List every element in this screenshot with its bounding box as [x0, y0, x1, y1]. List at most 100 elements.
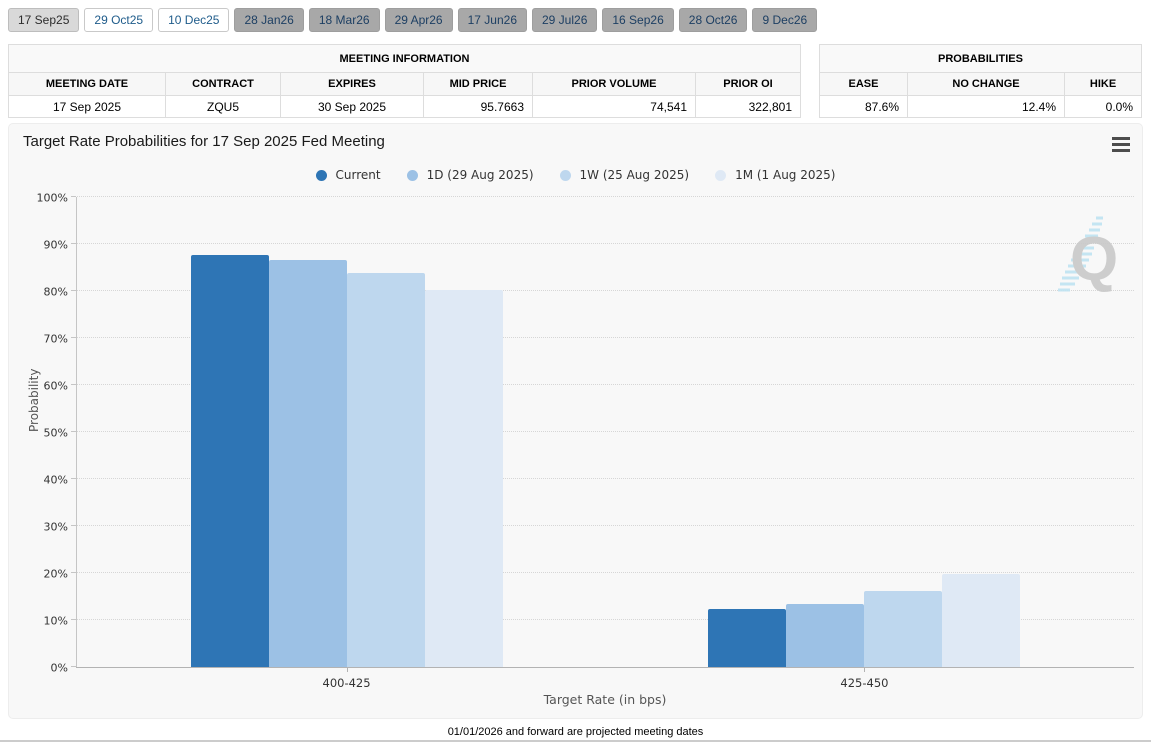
column-header-meeting-date: MEETING DATE: [8, 72, 166, 96]
y-axis-tick: [71, 431, 76, 432]
grid-line: [77, 337, 1134, 338]
tab-29-apr26[interactable]: 29 Apr26: [384, 8, 453, 32]
y-axis-tick: [71, 196, 76, 197]
legend-label: 1W (25 Aug 2025): [579, 168, 690, 182]
svg-text:Q: Q: [1070, 225, 1118, 294]
bar-group-400-425: [190, 255, 503, 667]
meeting-date-tabs: 17 Sep25 29 Oct25 10 Dec25 28 Jan26 18 Mar26…: [0, 0, 1151, 32]
y-axis-tick: [71, 337, 76, 338]
grid-line: [77, 243, 1134, 244]
bar-1d-29-aug-2025-425-450[interactable]: [786, 603, 865, 667]
y-tick-label: 80%: [43, 285, 68, 298]
y-tick-label: 0%: [50, 661, 68, 674]
chart-legend: Current 1D (29 Aug 2025) 1W (25 Aug 2025) 1…: [9, 168, 1142, 182]
grid-line: [77, 431, 1134, 432]
column-header-no-change: NO CHANGE: [907, 72, 1065, 96]
grid-line: [77, 525, 1134, 526]
y-tick-label: 20%: [43, 567, 68, 580]
y-axis-tick: [71, 290, 76, 291]
y-tick-label: 50%: [43, 426, 68, 439]
value-expires: 30 Sep 2025: [280, 95, 424, 118]
y-axis-tick: [71, 666, 76, 667]
y-tick-label: 40%: [43, 473, 68, 486]
meeting-information-table: MEETING INFORMATION MEETING DATE CONTRACT…: [8, 44, 801, 118]
tab-17-jun26[interactable]: 17 Jun26: [457, 8, 527, 32]
value-contract: ZQU5: [165, 95, 281, 118]
tab-17-sep25[interactable]: 17 Sep25: [8, 8, 80, 32]
grid-line: [77, 478, 1134, 479]
y-axis-tick: [71, 243, 76, 244]
legend-item-1w-25-aug-2025[interactable]: 1W (25 Aug 2025): [559, 168, 690, 182]
tab-10-dec25[interactable]: 10 Dec25: [158, 8, 230, 32]
y-tick-label: 60%: [43, 379, 68, 392]
column-header-hike: HIKE: [1063, 72, 1143, 96]
tab-16-sep26[interactable]: 16 Sep26: [602, 8, 674, 32]
column-header-expires: EXPIRES: [280, 72, 424, 96]
meeting-information-header-row: MEETING DATE CONTRACT EXPIRES MID PRICE PRIO…: [8, 72, 801, 96]
x-category-label: 425-450: [840, 676, 889, 690]
value-prior-oi: 322,801: [695, 95, 801, 118]
x-category-label: 400-425: [322, 676, 371, 690]
summary-tables: MEETING INFORMATION MEETING DATE CONTRACT…: [8, 44, 1143, 118]
chart-menu-button[interactable]: [1106, 134, 1130, 154]
bar-1d-29-aug-2025-400-425[interactable]: [268, 260, 347, 667]
column-header-prior-oi: PRIOR OI: [695, 72, 801, 96]
y-tick-label: 100%: [36, 191, 68, 204]
x-axis-title: Target Rate (in bps): [543, 692, 667, 707]
y-tick-label: 90%: [43, 238, 68, 251]
bar-current-425-450[interactable]: [708, 608, 787, 667]
value-ease: 87.6%: [819, 95, 908, 118]
tab-18-mar26[interactable]: 18 Mar26: [308, 8, 380, 32]
bar-current-400-425[interactable]: [190, 255, 269, 667]
bar-1m-1-aug-2025-400-425[interactable]: [424, 289, 503, 667]
value-no-change: 12.4%: [907, 95, 1065, 118]
grid-line: [77, 290, 1134, 291]
legend-label: 1D (29 Aug 2025): [426, 168, 534, 182]
probabilities-value-row: 87.6% 12.4% 0.0%: [819, 95, 1143, 118]
tab-29-oct25[interactable]: 29 Oct25: [84, 8, 154, 32]
bar-1w-25-aug-2025-425-450[interactable]: [864, 590, 943, 667]
probabilities-table: PROBABILITIES EASE NO CHANGE HIKE 87.6% 12.…: [818, 44, 1143, 118]
chart-title: Target Rate Probabilities for 17 Sep 202…: [23, 133, 385, 150]
quikstrike-watermark-icon: Q: [1058, 216, 1118, 294]
bar-1m-1-aug-2025-425-450[interactable]: [942, 574, 1021, 667]
grid-line: [77, 572, 1134, 573]
y-axis-tick: [71, 478, 76, 479]
grid-line: [77, 196, 1134, 197]
y-tick-label: 70%: [43, 332, 68, 345]
plot-area: 0% 10% 20% 30% 40% 50% 60% 70% 80% 90% 100% 400-425…: [37, 191, 1134, 690]
value-prior-volume: 74,541: [532, 95, 696, 118]
x-axis-line: [76, 667, 1134, 668]
grid-line: [77, 384, 1134, 385]
value-meeting-date: 17 Sep 2025: [8, 95, 166, 118]
column-header-ease: EASE: [819, 72, 908, 96]
x-axis-tick: [864, 667, 866, 672]
legend-item-current[interactable]: Current: [315, 168, 381, 182]
value-mid-price: 95.7663: [423, 95, 533, 118]
legend-item-1m-1-aug-2025[interactable]: 1M (1 Aug 2025): [715, 168, 835, 182]
legend-item-1d-29-aug-2025[interactable]: 1D (29 Aug 2025): [406, 168, 534, 182]
column-header-mid-price: MID PRICE: [423, 72, 533, 96]
tab-9-dec26[interactable]: 9 Dec26: [752, 8, 818, 32]
bottom-divider: [0, 740, 1151, 742]
meeting-information-value-row: 17 Sep 2025 ZQU5 30 Sep 2025 95.7663 74,541 3…: [8, 95, 801, 118]
value-hike: 0.0%: [1063, 95, 1143, 118]
tab-28-jan26[interactable]: 28 Jan26: [234, 8, 304, 32]
tab-29-jul26[interactable]: 29 Jul26: [532, 8, 598, 32]
y-tick-label: 10%: [43, 614, 68, 627]
tab-28-oct26[interactable]: 28 Oct26: [678, 8, 748, 32]
chart-card: Target Rate Probabilities for 17 Sep 202…: [8, 123, 1143, 719]
bar-1w-25-aug-2025-400-425[interactable]: [346, 273, 425, 667]
legend-dot-icon: [406, 169, 418, 181]
meeting-information-title: MEETING INFORMATION: [8, 44, 801, 73]
x-axis-tick: [346, 667, 348, 672]
y-tick-label: 30%: [43, 520, 68, 533]
legend-label: 1M (1 Aug 2025): [735, 168, 836, 182]
y-axis-title: Probability: [27, 368, 41, 432]
column-header-contract: CONTRACT: [165, 72, 281, 96]
legend-dot-icon: [315, 169, 327, 181]
probabilities-title: PROBABILITIES: [818, 44, 1143, 73]
grid-line: [77, 619, 1134, 620]
y-axis-tick: [71, 525, 76, 526]
legend-label: Current: [335, 168, 381, 182]
